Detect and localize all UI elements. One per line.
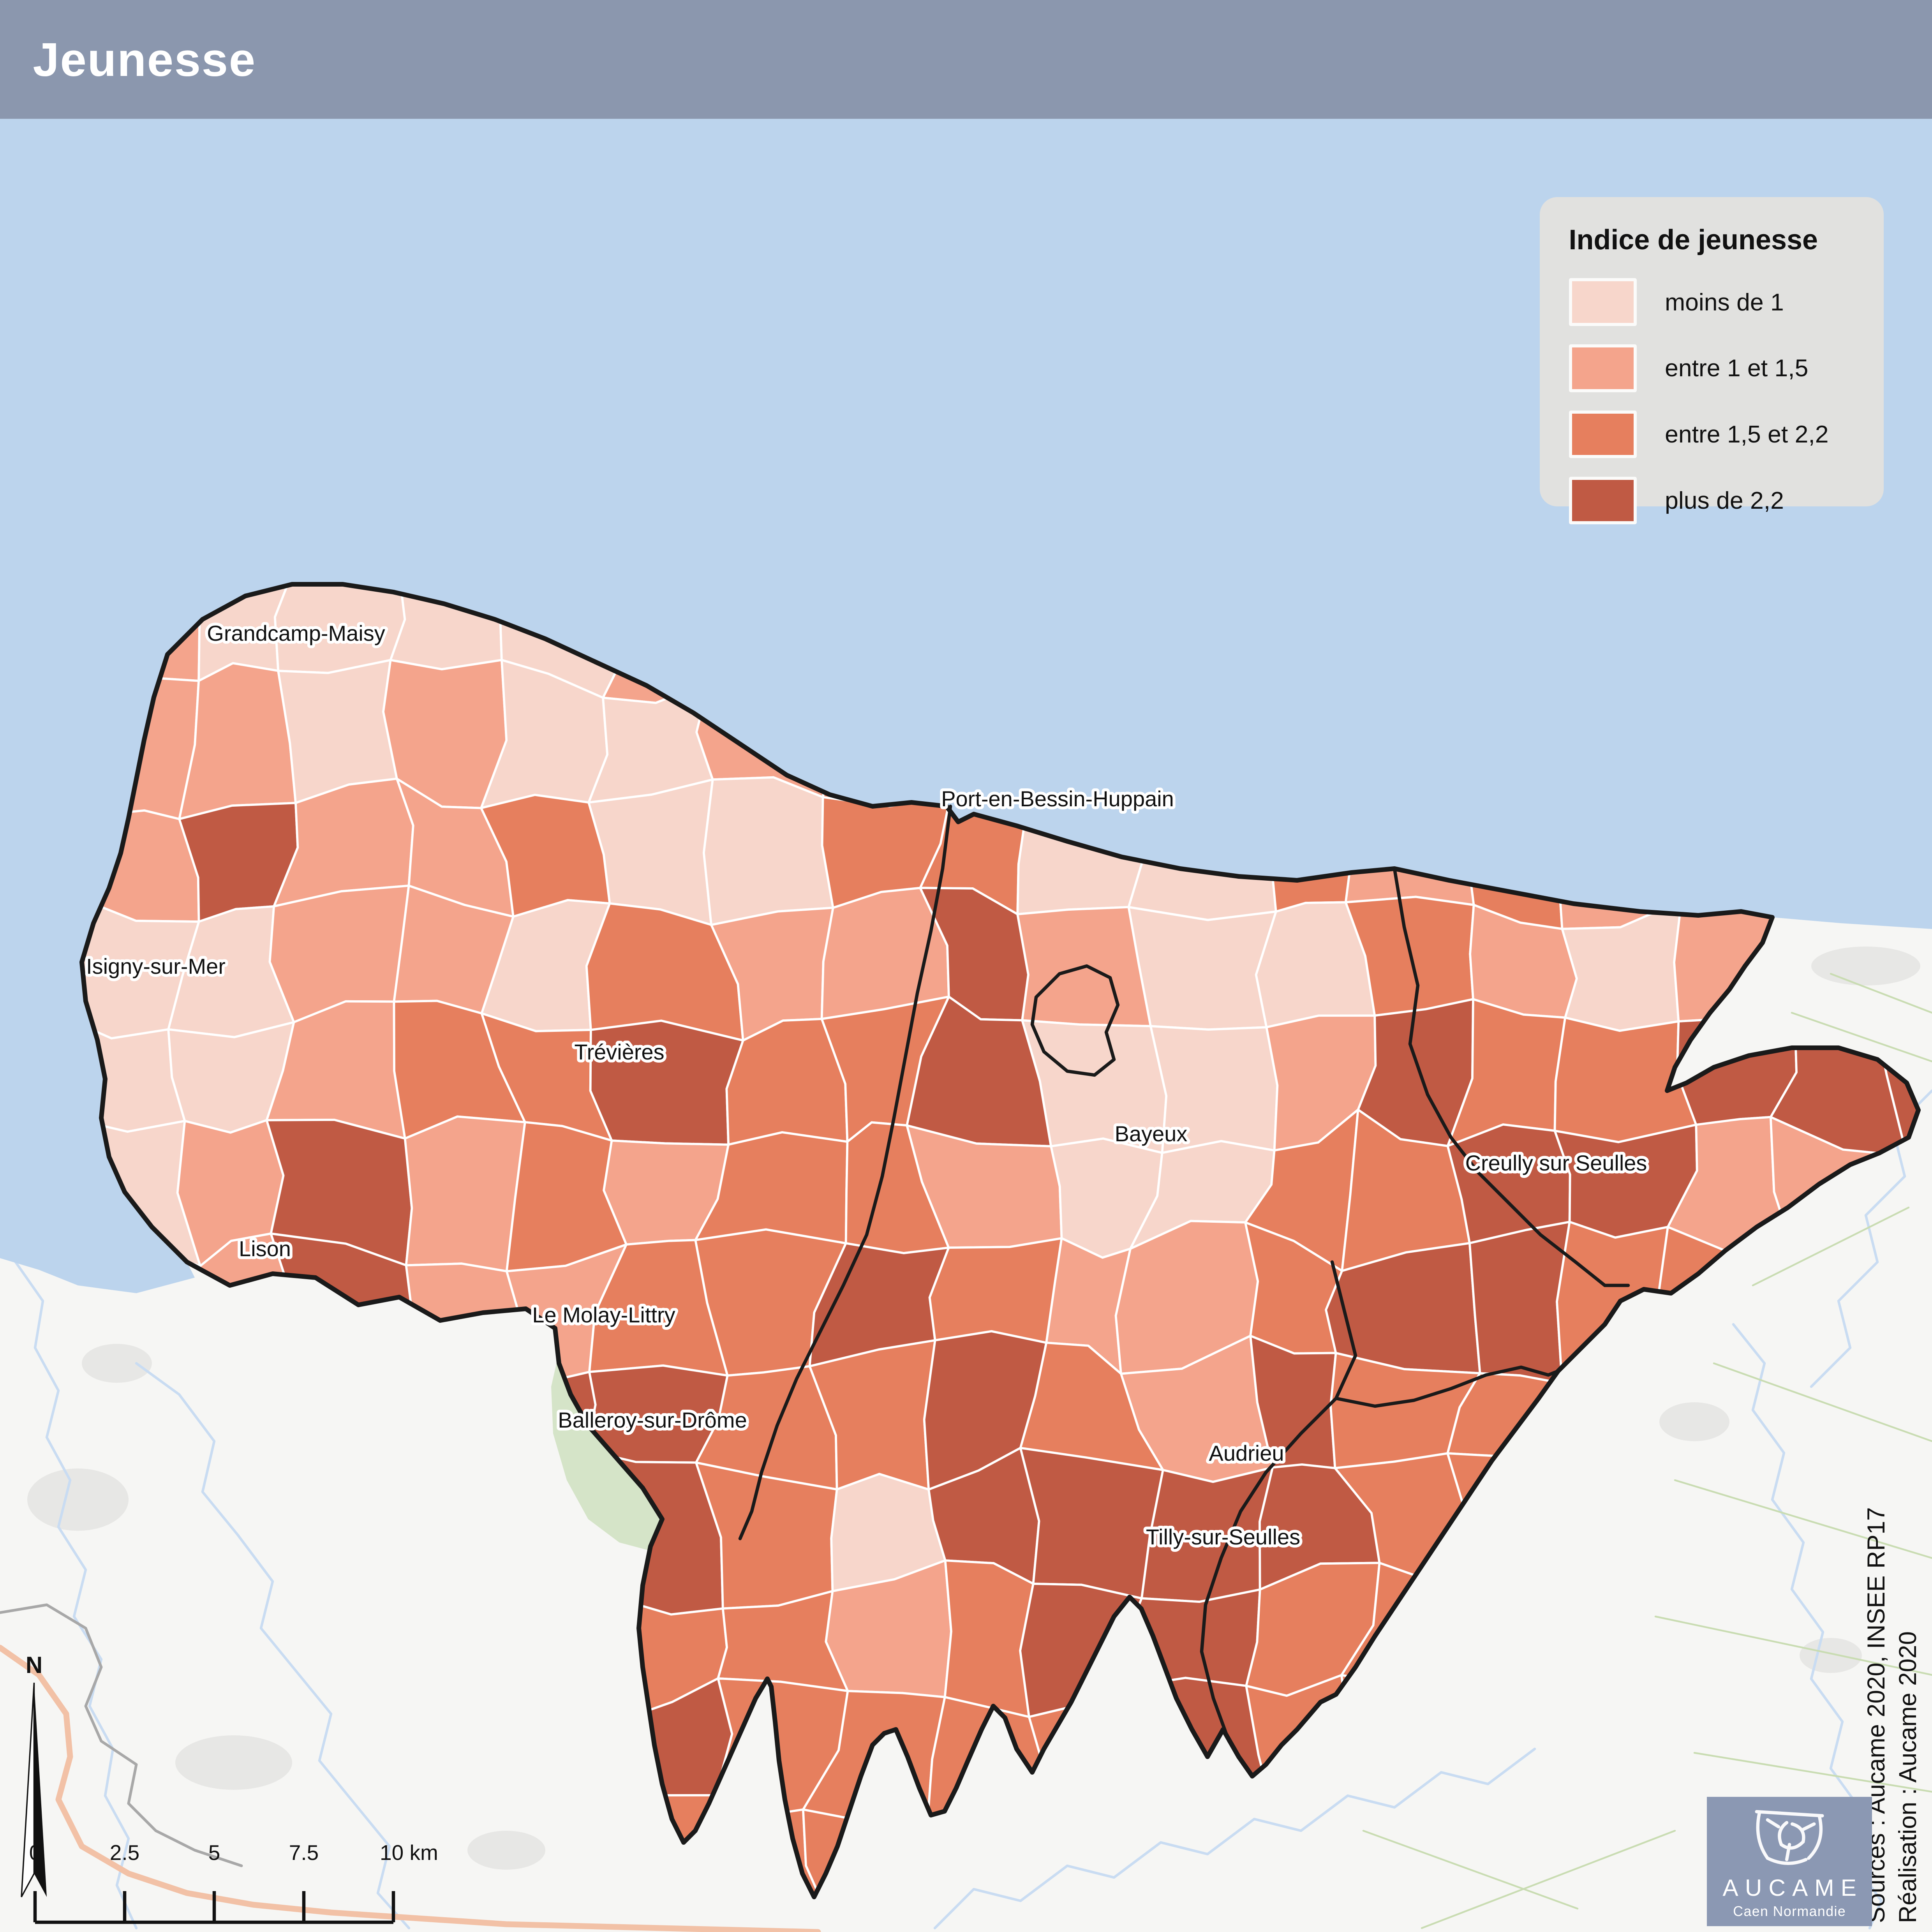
aucame-logo-subtitle: Caen Normandie — [1733, 1903, 1846, 1919]
legend-title: Indice de jeunesse — [1569, 224, 1818, 256]
scale-bar-label: 7.5 — [289, 1840, 319, 1865]
legend-item: entre 1 et 1,5 — [1569, 344, 1855, 392]
urban-area-patch — [1811, 947, 1920, 985]
legend-items: moins de 1 entre 1 et 1,5 entre 1,5 et 2,2… — [1569, 278, 1855, 525]
river-line — [14, 1260, 138, 1930]
commune-polygon — [1019, 1447, 1164, 1600]
scale-bar-label: 0 — [29, 1840, 41, 1865]
scale-bar: 0 2.5 5 7.5 10 km — [29, 1840, 438, 1924]
highway-line — [0, 1645, 821, 1932]
legend-item-label: plus de 2,2 — [1665, 487, 1784, 514]
legend-item: plus de 2,2 — [1569, 476, 1855, 525]
epci-boundary-line — [1393, 867, 1630, 1287]
map-label: Tilly-sur-Seulles — [1146, 1525, 1300, 1549]
north-label: N — [26, 1652, 42, 1678]
map-label: Grandcamp-Maisy — [207, 621, 385, 645]
credits-realisation: Réalisation : Aucame 2020 — [1894, 1631, 1921, 1923]
map-label: Lison — [239, 1236, 291, 1261]
legend-swatch-3 — [1569, 476, 1637, 525]
map-label: Port-en-Bessin-Huppain — [941, 786, 1174, 811]
scale-bar-label: 10 km — [380, 1840, 438, 1865]
map-label: Trévières — [574, 1040, 664, 1064]
scale-bar-label: 5 — [208, 1840, 220, 1865]
page-title: Jeunesse — [33, 33, 256, 86]
river-line — [933, 1747, 1536, 1930]
commune-polygon — [1127, 906, 1277, 1031]
urban-area-patch — [467, 1831, 545, 1870]
rural-road-line — [1791, 1012, 1932, 1063]
rural-road-line — [1752, 1206, 1910, 1287]
scale-bar-label: 2.5 — [110, 1840, 139, 1865]
rural-road-line — [1693, 1752, 1932, 1793]
commune-polygon — [404, 1115, 526, 1273]
legend-swatch-1 — [1569, 344, 1637, 392]
epci-boundary-line — [1334, 1365, 1560, 1408]
place-labels: Grandcamp-Maisy Port-en-Bessin-Huppain Isi… — [83, 618, 1650, 1552]
legend-item-label: entre 1,5 et 2,2 — [1665, 421, 1829, 448]
map-label: Creully sur Seulles — [1465, 1151, 1647, 1175]
sea — [0, 119, 1932, 1293]
rural-road-line — [1654, 1615, 1932, 1676]
aucame-logo-emblem-icon — [1755, 1810, 1824, 1865]
urban-area-patch — [27, 1468, 129, 1531]
legend-swatch-0 — [1569, 278, 1637, 326]
map-label: Balleroy-sur-Drôme — [558, 1408, 747, 1432]
map-label: Bayeux — [1115, 1121, 1188, 1146]
railway-line — [0, 1603, 243, 1867]
aucame-logo-name: AUCAME — [1722, 1874, 1863, 1901]
aucame-logo: AUCAME Caen Normandie — [1707, 1796, 1872, 1927]
legend-item: entre 1,5 et 2,2 — [1569, 410, 1855, 458]
epci-boundary-line — [738, 804, 952, 1541]
legend-item-label: moins de 1 — [1665, 288, 1784, 316]
rural-road-line — [1674, 1479, 1932, 1559]
urban-area-patch — [82, 1344, 152, 1383]
legend-item-label: entre 1 et 1,5 — [1665, 354, 1809, 382]
commune-polygon — [702, 776, 834, 926]
rural-road-line — [1362, 1830, 1579, 1910]
urban-area-patch — [175, 1735, 292, 1790]
commune-polygon — [928, 1237, 1063, 1344]
rural-road-line — [1713, 1362, 1932, 1442]
legend-swatch-2 — [1569, 410, 1637, 458]
region-outline — [79, 582, 1921, 1899]
map-label: Isigny-sur-Mer — [86, 954, 226, 978]
legend-item: moins de 1 — [1569, 278, 1855, 326]
rural-road-line — [1421, 1830, 1676, 1929]
urban-area-patch — [1659, 1402, 1729, 1441]
epci-boundary-line — [1200, 1260, 1357, 1759]
map-label: Audrieu — [1209, 1441, 1284, 1465]
rural-road-line — [1830, 973, 1932, 1014]
urban-area-patch — [1800, 1638, 1862, 1673]
title-bar: Jeunesse — [0, 0, 1932, 119]
epci-boundary-line — [1030, 964, 1120, 1077]
north-arrow-right — [34, 1683, 47, 1897]
legend-box: Indice de jeunesse moins de 1 entre 1 et … — [1540, 197, 1884, 525]
north-arrow: N — [21, 1652, 47, 1897]
commune-polygon — [943, 1559, 1035, 1718]
map-label: Le Molay-Littry — [532, 1303, 675, 1327]
river-line — [135, 1362, 411, 1930]
